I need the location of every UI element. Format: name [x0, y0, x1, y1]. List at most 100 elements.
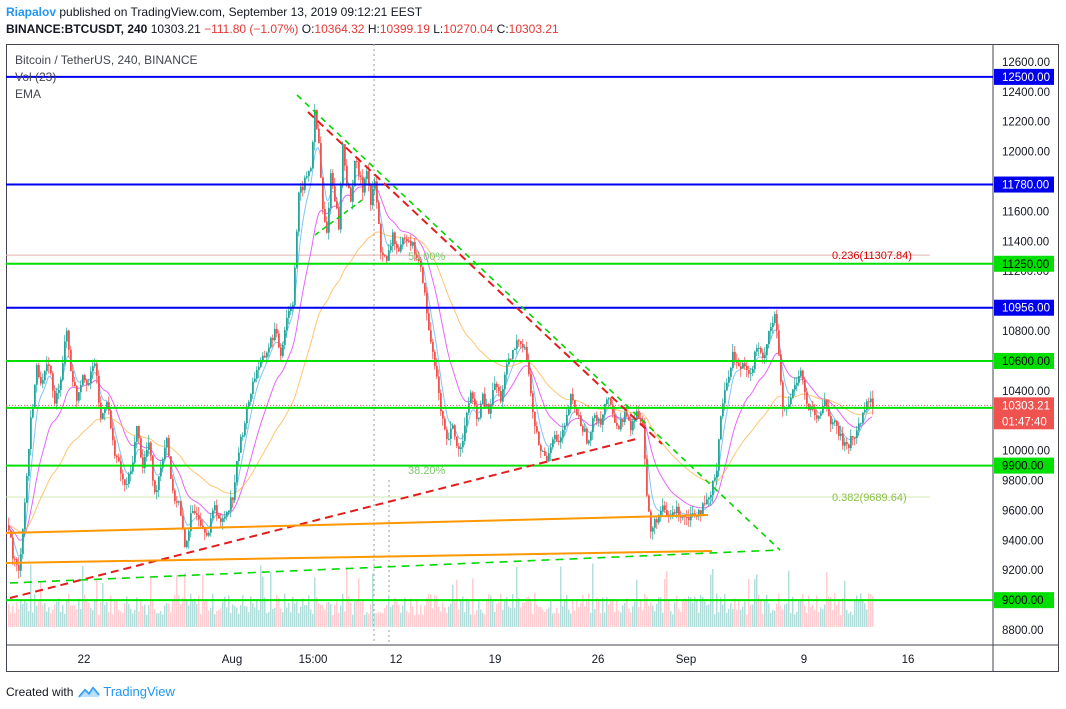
volume-bar	[342, 593, 344, 627]
volume-bar	[314, 577, 316, 627]
candle-body	[848, 444, 850, 449]
volume-bar	[126, 596, 128, 627]
candle-body	[440, 393, 442, 412]
candle-body	[602, 414, 604, 425]
volume-bar	[870, 594, 872, 627]
volume-bar	[122, 613, 124, 627]
volume-bar	[272, 608, 274, 627]
candle-body	[346, 165, 348, 185]
candle-body	[364, 178, 366, 193]
candle-body	[138, 425, 140, 439]
volume-bar	[336, 601, 338, 627]
volume-bar	[850, 611, 852, 627]
volume-bar	[640, 600, 642, 627]
candle-body	[672, 512, 674, 516]
candle-body	[288, 310, 290, 318]
candle-body	[10, 530, 12, 538]
volume-bar	[392, 604, 394, 627]
candle-body	[552, 439, 554, 448]
volume-bar	[236, 607, 238, 627]
candle-body	[134, 441, 136, 463]
candle-body	[76, 386, 78, 401]
volume-bar	[806, 612, 808, 627]
candle-body	[870, 398, 872, 403]
candle-body	[154, 480, 156, 493]
candle-body	[430, 330, 432, 343]
candle-body	[388, 250, 390, 261]
volume-bar	[724, 594, 726, 627]
volume-legend[interactable]: Vol (23)	[15, 70, 57, 84]
price-axis[interactable]: 12600.0012400.0012200.0012000.0011800.00…	[994, 57, 1054, 637]
candle-body	[222, 518, 224, 522]
tradingview-brand[interactable]: TradingView	[103, 684, 175, 699]
volume-bar	[520, 607, 522, 627]
volume-bar	[118, 609, 120, 627]
candle-body	[116, 455, 118, 458]
candle-body	[28, 449, 30, 476]
volume-bar	[658, 597, 660, 627]
volume-bar	[334, 604, 336, 627]
volume-bar	[312, 613, 314, 627]
volume-bar	[534, 593, 536, 627]
volume-bar	[370, 604, 372, 627]
chart-frame[interactable]	[6, 44, 1059, 672]
volume-bar	[128, 604, 130, 627]
volume-bar	[560, 566, 562, 627]
candle-body	[12, 537, 14, 559]
volume-bar	[626, 598, 628, 627]
volume-bar	[698, 612, 700, 627]
volume-bar	[748, 579, 750, 627]
candle-body	[622, 419, 624, 422]
candle-body	[40, 377, 42, 384]
candle-body	[194, 511, 196, 514]
candle-body	[758, 347, 760, 349]
candle-body	[832, 422, 834, 425]
candle-body	[100, 402, 102, 419]
volume-bar	[120, 611, 122, 627]
price-tick-label: 10000.00	[1002, 446, 1050, 458]
candle-body	[296, 231, 298, 268]
volume-bar	[394, 597, 396, 627]
candle-body	[166, 437, 168, 448]
time-axis[interactable]: 22 Aug 15:00 12 19 26 Sep 9 16	[78, 654, 915, 666]
candle-body	[210, 518, 212, 533]
candle-body	[772, 322, 774, 328]
ema-legend[interactable]: EMA	[15, 87, 42, 101]
candle-body	[796, 382, 798, 385]
candle-body	[868, 401, 870, 403]
candle-body	[666, 510, 668, 516]
volume-bar	[368, 613, 370, 627]
candle-body	[498, 387, 500, 391]
volume-bar	[770, 612, 772, 627]
candle-body	[200, 519, 202, 526]
volume-bar	[420, 605, 422, 627]
candle-body	[752, 368, 754, 373]
volume-bar	[708, 604, 710, 627]
candle-body	[290, 308, 292, 311]
candle-body	[244, 423, 246, 436]
volume-bar	[152, 599, 154, 627]
volume-bar	[790, 613, 792, 627]
volume-bar	[322, 604, 324, 627]
volume-bar	[500, 593, 502, 627]
candle-body	[632, 421, 634, 431]
bar-countdown-label: 01:47:40	[1002, 416, 1047, 428]
candle-body	[548, 453, 550, 462]
volume-bar	[356, 601, 358, 627]
candle-body	[156, 490, 158, 493]
candle-body	[854, 437, 856, 439]
candle-body	[806, 392, 808, 404]
volume-bar	[830, 597, 832, 627]
volume-bar	[654, 611, 656, 627]
author-name[interactable]: Riapalov	[6, 5, 57, 19]
volume-bar	[532, 614, 534, 627]
candle-body	[406, 238, 408, 242]
volume-bar	[496, 603, 498, 627]
volume-bar	[88, 602, 90, 627]
volume-bar	[862, 599, 864, 627]
candle-body	[56, 392, 58, 404]
candle-body	[46, 364, 48, 372]
candle-body	[158, 476, 160, 491]
candle-body	[214, 505, 216, 511]
